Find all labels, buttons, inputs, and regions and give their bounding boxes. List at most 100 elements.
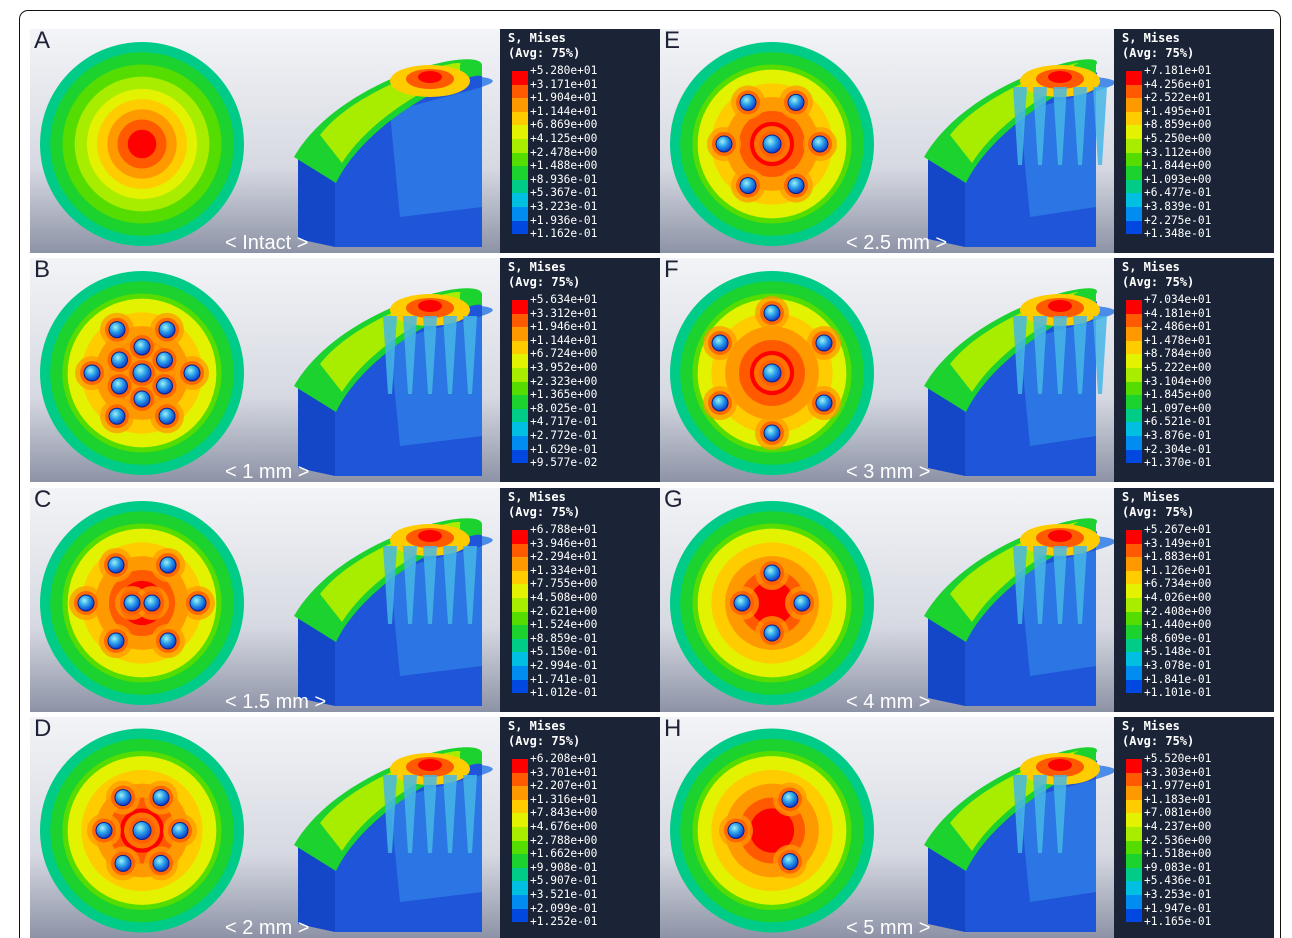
legend-swatch [512,867,528,882]
legend-value: +1.093e+00 [1144,172,1212,186]
legend-value: +2.788e+00 [530,833,598,847]
legend-swatch [1126,813,1142,827]
legend-swatch [1126,449,1142,464]
top-view-disc [40,501,244,705]
hole-5 [107,632,125,650]
legend-value: +1.334e+01 [530,563,598,577]
legend-value: +3.839e-01 [1144,200,1212,213]
panel-letter: C [34,488,52,513]
hole-7 [711,334,729,352]
legend-swatch [512,354,528,368]
contour-plot [670,728,1114,933]
hole-5 [763,424,781,442]
hole-6 [159,632,177,650]
stress-legend: S, Mises (Avg: 75%) +5.280e+01 +3.171e+01 +1… [500,29,660,253]
legend-value: +1.844e+00 [1144,159,1212,173]
legend-value: +2.522e+01 [1144,91,1212,105]
hole-4 [815,394,833,412]
legend-value: +1.936e-01 [530,213,598,227]
legend-swatch [1126,666,1142,680]
legend-value: +1.524e+00 [530,618,598,632]
contour-plot [670,271,1114,476]
section-view [924,518,1114,706]
hole-3 [107,556,125,574]
contour-plot [40,501,493,706]
legend-title: S, Mises [1122,490,1180,504]
legend-swatch [1126,772,1142,787]
legend-value: +3.303e+01 [1144,765,1212,779]
legend-swatch [1126,611,1142,626]
legend-value: +8.859e+00 [1144,118,1212,132]
stress-legend: S, Mises (Avg: 75%) +7.034e+01 +4.181e+01 +2… [1114,258,1274,482]
legend-swatch [1126,179,1142,194]
legend-value: +1.365e+00 [530,388,598,402]
legend-value: +2.408e+00 [1144,604,1212,618]
legend-value: +5.267e+01 [1144,523,1212,536]
legend-value: +7.843e+00 [530,806,598,820]
legend-value: +3.253e-01 [1144,888,1212,901]
contour-plot [40,728,493,933]
section-view [924,288,1114,476]
hole-diameter-caption: < 4 mm > [846,691,931,712]
legend-value: +5.907e-01 [530,874,598,888]
hole-diameter-caption: < 1 mm > [225,461,310,482]
section-view [924,747,1114,932]
legend-value: +4.256e+01 [1144,77,1212,91]
hole-6 [711,394,729,412]
legend-value: +1.316e+01 [530,792,598,806]
legend-swatch [1126,125,1142,139]
legend-swatch [1126,139,1142,153]
legend-swatch [512,449,528,464]
legend-subtitle: (Avg: 75%) [508,46,581,60]
legend-value: +8.025e-01 [530,401,598,415]
legend-value: +1.162e-01 [530,227,598,241]
hole-diameter-caption: < 1.5 mm > [225,691,327,712]
legend-value: +7.755e+00 [530,577,598,591]
panel-letter: F [664,258,679,283]
legend-swatch [512,557,528,571]
legend-value: +1.662e+00 [530,847,598,861]
legend-swatch [1126,300,1142,314]
contour-plot [40,42,493,247]
legend-subtitle: (Avg: 75%) [1122,734,1195,748]
legend-swatch [512,759,528,773]
legend-subtitle: (Avg: 75%) [1122,505,1195,519]
hole-2 [143,594,161,612]
legend-swatch [512,220,528,235]
legend-swatch [512,368,528,382]
hole-4 [159,556,177,574]
legend-value: +5.222e+00 [1144,361,1212,374]
legend-value: +4.508e+00 [530,591,598,604]
hole-2 [763,304,781,322]
panel-letter: A [34,29,51,54]
contour-plot [670,42,1114,247]
legend-value: +7.081e+00 [1144,806,1212,820]
hole-3 [171,822,189,839]
legend-swatch [1126,313,1142,328]
hole-2 [763,624,781,642]
legend-swatch [512,638,528,653]
legend-title: S, Mises [1122,719,1180,733]
legend-value: +2.207e+01 [530,779,598,793]
hole-1 [762,363,782,383]
hole-2 [787,93,805,111]
legend-swatch [1126,908,1142,923]
legend-value: +3.952e+00 [530,361,598,374]
legend-value: +3.112e+00 [1144,145,1212,159]
legend-swatch [1126,368,1142,382]
legend-value: +8.784e+00 [1144,347,1212,361]
legend-swatch [1126,98,1142,112]
hole-7 [739,93,757,111]
legend-value: +5.150e-01 [530,645,598,659]
stress-legend: S, Mises (Avg: 75%) +6.208e+01 +3.701e+01 +2… [500,717,660,938]
panel-g: G < 4 mm > S, Mises (Avg: 75%) +5.267e+01 +3.… [660,488,1274,712]
legend-swatch [1126,543,1142,558]
legend-subtitle: (Avg: 75%) [1122,275,1195,289]
hole-6 [133,338,151,356]
legend-title: S, Mises [508,490,566,504]
panel-e: E < 2.5 mm > S, Mises (Avg: 75%) +7.181e+01 +… [660,29,1274,253]
legend-subtitle: (Avg: 75%) [1122,46,1195,60]
panel-letter: B [34,258,51,283]
legend-swatch [1126,840,1142,855]
panel-letter: D [34,717,52,742]
